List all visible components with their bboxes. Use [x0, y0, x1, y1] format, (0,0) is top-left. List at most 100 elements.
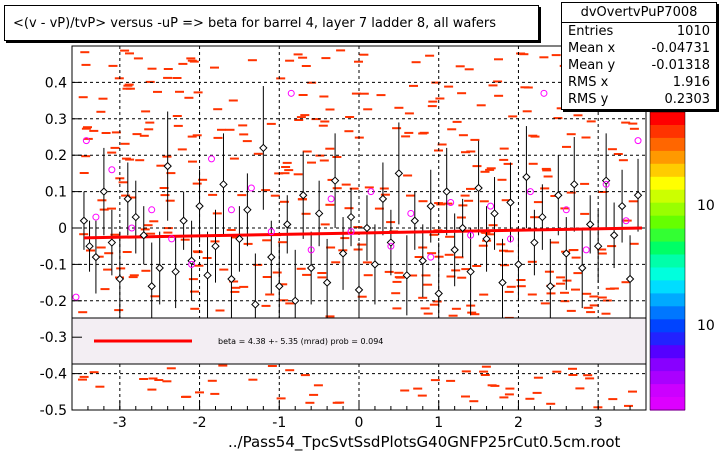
histogram-cell [140, 228, 150, 231]
histogram-cell [469, 400, 479, 403]
histogram-cell [568, 249, 578, 252]
palette-swatch [650, 345, 685, 359]
profile-point [330, 176, 340, 185]
histogram-cell [302, 150, 312, 153]
histogram-cell [467, 311, 477, 314]
histogram-cell [580, 182, 590, 185]
histogram-cell [540, 302, 550, 305]
histogram-cell [325, 203, 335, 206]
histogram-cell [231, 236, 241, 239]
profile-point [79, 216, 89, 225]
histogram-cell [359, 92, 369, 95]
histogram-cell [429, 303, 439, 306]
palette-swatch [650, 215, 685, 230]
profile-point-magenta [602, 180, 610, 188]
histogram-cell [478, 244, 488, 247]
histogram-cell [571, 288, 580, 291]
histogram-cell [188, 160, 197, 163]
histogram-cell [89, 371, 99, 374]
histogram-cell [217, 128, 226, 131]
profile-point [147, 282, 156, 291]
histogram-cell [575, 387, 585, 390]
profile-point [267, 252, 276, 262]
histogram-cell [497, 178, 507, 181]
histogram-cell [528, 134, 538, 137]
histogram-cell [562, 145, 571, 148]
histogram-cell [111, 131, 121, 134]
histogram-cell [525, 397, 535, 400]
histogram-cell [533, 376, 543, 379]
histogram-cell [212, 212, 222, 215]
profile-point-magenta [447, 199, 455, 207]
histogram-cell [499, 249, 508, 252]
histogram-cell [391, 292, 401, 295]
histogram-cell [430, 379, 440, 382]
histogram-cell [421, 274, 431, 277]
profile-point [195, 201, 204, 211]
profile-point-magenta [634, 137, 642, 145]
profile-point [506, 198, 515, 207]
histogram-cell [479, 200, 489, 203]
histogram-cell [332, 187, 342, 190]
histogram-cell [394, 271, 404, 274]
histogram-cell [118, 181, 128, 184]
histogram-cell [284, 169, 294, 172]
profile-point-magenta [387, 242, 395, 250]
profile-point [219, 180, 228, 189]
profile-point [306, 263, 316, 273]
profile-point-magenta [347, 228, 355, 236]
histogram-cell [110, 233, 120, 236]
histogram-cell [318, 124, 328, 127]
histogram-cell [494, 94, 504, 97]
x-tick-label: 1 [434, 415, 443, 431]
histogram-cell [104, 252, 114, 255]
histogram-cell [83, 137, 93, 140]
profile-point [298, 191, 308, 200]
histogram-cell [556, 276, 566, 279]
histogram-cell [374, 207, 384, 210]
histogram-cell [528, 162, 538, 165]
x-tick-label: 0 [355, 415, 364, 431]
stats-name: dvOvertvPuP7008 [562, 3, 716, 23]
histogram-cell [125, 52, 134, 55]
histogram-cell [177, 148, 187, 151]
profile-point-magenta [128, 224, 136, 232]
profile-point [354, 285, 364, 295]
histogram-cell [101, 132, 111, 134]
histogram-cell [568, 367, 577, 370]
histogram-cell [446, 275, 456, 278]
histogram-cell [274, 172, 284, 175]
histogram-cell [262, 239, 272, 242]
histogram-cell [189, 60, 199, 63]
histogram-cell [583, 306, 593, 309]
histogram-cell [379, 187, 389, 190]
profile-point [394, 169, 404, 178]
profile-point [346, 212, 356, 222]
profile-point-magenta [307, 246, 315, 254]
histogram-cell [293, 53, 303, 56]
stats-label: RMS x [568, 75, 609, 90]
histogram-cell [124, 83, 134, 86]
histogram-cell [608, 398, 618, 401]
histogram-cell [281, 166, 291, 168]
histogram-cell [96, 246, 106, 249]
histogram-cell [481, 365, 491, 368]
histogram-cell [81, 155, 91, 158]
histogram-cell [144, 128, 154, 131]
profile-point [338, 249, 348, 258]
histogram-cell [247, 59, 257, 62]
profile-point [243, 205, 252, 215]
histogram-cell [278, 283, 288, 286]
stats-value: 1.916 [672, 75, 710, 90]
histogram-cell [298, 94, 308, 96]
profile-point [442, 187, 451, 196]
histogram-cell [480, 374, 490, 376]
histogram-cell [573, 272, 583, 275]
profile-point [85, 241, 94, 251]
histogram-cell [409, 84, 418, 87]
histogram-cell [613, 153, 623, 155]
histogram-cell [344, 130, 354, 133]
profile-point-magenta [487, 202, 495, 210]
histogram-cell [187, 135, 197, 138]
histogram-cell [504, 393, 514, 396]
